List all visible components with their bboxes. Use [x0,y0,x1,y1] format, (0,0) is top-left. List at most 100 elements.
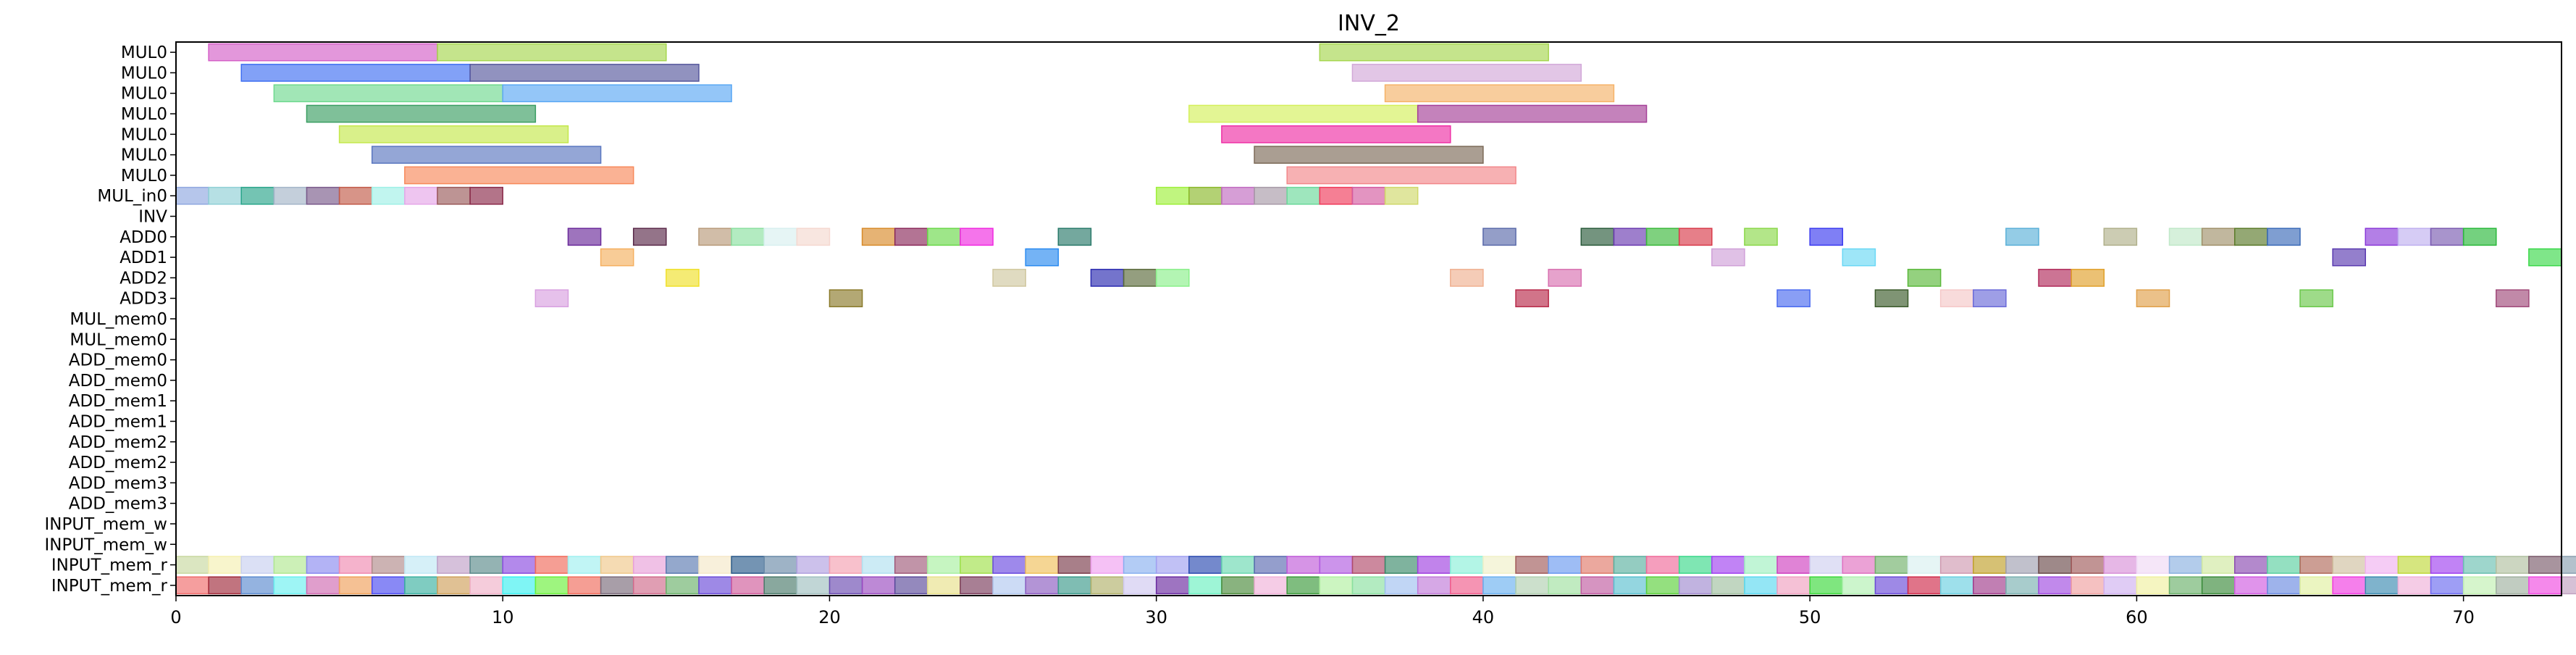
task-bar-143 [1907,556,1942,574]
x-ticks: 0 10 20 30 40 50 60 70 [170,596,2475,627]
task-bar-52 [1744,228,1778,246]
task-bar-64 [600,248,634,267]
task-bar-102 [567,556,602,574]
task-bar-82 [1515,289,1549,308]
task-bar-95 [338,556,373,574]
task-bar-111 [861,556,896,574]
y-tick-label: ADD_mem1 [69,392,167,411]
task-bar-234 [2462,576,2497,595]
task-bar-235 [2496,576,2530,595]
task-bar-2 [1319,43,1549,62]
task-bar-80 [534,289,569,308]
task-bar-90 [175,556,209,574]
task-bar-104 [632,556,667,574]
task-bar-53 [1809,228,1844,246]
x-tick-label: 0 [170,607,181,627]
x-tick-label: 20 [818,607,841,627]
y-tick-label: MUL_mem0 [70,330,167,349]
task-bar-112 [894,556,928,574]
task-bar-236 [2528,576,2562,595]
task-bar-141 [1842,556,1876,574]
task-bar-139 [1776,556,1811,574]
task-bar-134 [1613,556,1648,574]
task-bar-39 [731,228,765,246]
task-bar-71 [992,269,1026,287]
task-bar-208 [1613,576,1648,595]
y-tick-label: ADD1 [119,249,167,267]
task-bar-202 [1417,576,1451,595]
task-bar-114 [960,556,994,574]
task-bar-230 [2332,576,2367,595]
task-bar-145 [1973,556,2007,574]
task-bar-110 [828,556,863,574]
y-tick-label: MUL0 [121,85,167,104]
task-bar-107 [731,556,765,574]
task-bar-7 [502,84,732,103]
y-tick-label: MUL0 [121,125,167,144]
y-tick-label: ADD_mem2 [69,433,167,452]
task-bar-133 [1580,556,1615,574]
task-bar-23 [338,186,373,205]
task-bar-29 [1188,186,1222,205]
task-bar-188 [960,576,994,595]
task-bar-186 [894,576,928,595]
task-bar-99 [469,556,503,574]
task-bar-33 [1319,186,1354,205]
task-bar-35 [1384,186,1419,205]
task-bar-152 [2201,556,2236,574]
task-bar-94 [306,556,340,574]
task-bar-216 [1874,576,1909,595]
x-tick-label: 60 [2126,607,2148,627]
task-bar-132 [1548,556,1582,574]
task-bar-180 [698,576,732,595]
task-bar-199 [1319,576,1354,595]
y-tick-label: ADD0 [119,228,167,247]
task-bar-118 [1090,556,1125,574]
task-bar-191 [1057,576,1092,595]
y-tick-label: ADD3 [119,290,167,309]
task-bar-214 [1809,576,1844,595]
y-tick-label: ADD_mem3 [69,495,167,514]
task-bar-69 [2528,248,2562,267]
task-bar-98 [437,556,471,574]
y-tick-label: MUL0 [121,43,167,62]
task-bar-163 [2561,556,2576,574]
task-bar-46 [1057,228,1092,246]
task-bar-160 [2462,556,2497,574]
task-bar-60 [2365,228,2399,246]
task-bar-50 [1645,228,1680,246]
task-bar-86 [1973,289,2007,308]
task-bar-75 [1450,269,1484,287]
task-bar-93 [273,556,308,574]
task-bar-222 [2071,576,2105,595]
task-bar-117 [1057,556,1092,574]
task-bar-184 [828,576,863,595]
task-bar-170 [371,576,406,595]
task-bar-136 [1678,556,1713,574]
task-bar-218 [1939,576,1974,595]
y-tick-label: MUL0 [121,64,167,83]
task-bar-15 [1254,146,1484,164]
x-tick-label: 40 [1472,607,1495,627]
task-bar-190 [1025,576,1060,595]
y-tick-labels: MUL0MUL0MUL0MUL0MUL0MUL0MUL0MUL_in0INVAD… [44,43,176,596]
task-bar-122 [1221,556,1255,574]
task-bar-57 [2201,228,2236,246]
y-tick-label: ADD_mem0 [69,372,167,391]
task-bar-121 [1188,556,1222,574]
task-bar-83 [1776,289,1811,308]
task-bar-73 [1123,269,1157,287]
y-tick-label: MUL_in0 [97,187,167,206]
task-bar-124 [1286,556,1321,574]
task-bar-105 [666,556,700,574]
task-bar-123 [1254,556,1288,574]
task-bar-89 [2496,289,2530,308]
x-tick-label: 50 [1799,607,1821,627]
task-bar-195 [1188,576,1222,595]
task-bar-10 [1188,104,1419,123]
y-tick-label: INV [138,208,167,227]
task-bar-115 [992,556,1026,574]
task-bar-194 [1155,576,1190,595]
task-bar-5 [1351,64,1582,82]
